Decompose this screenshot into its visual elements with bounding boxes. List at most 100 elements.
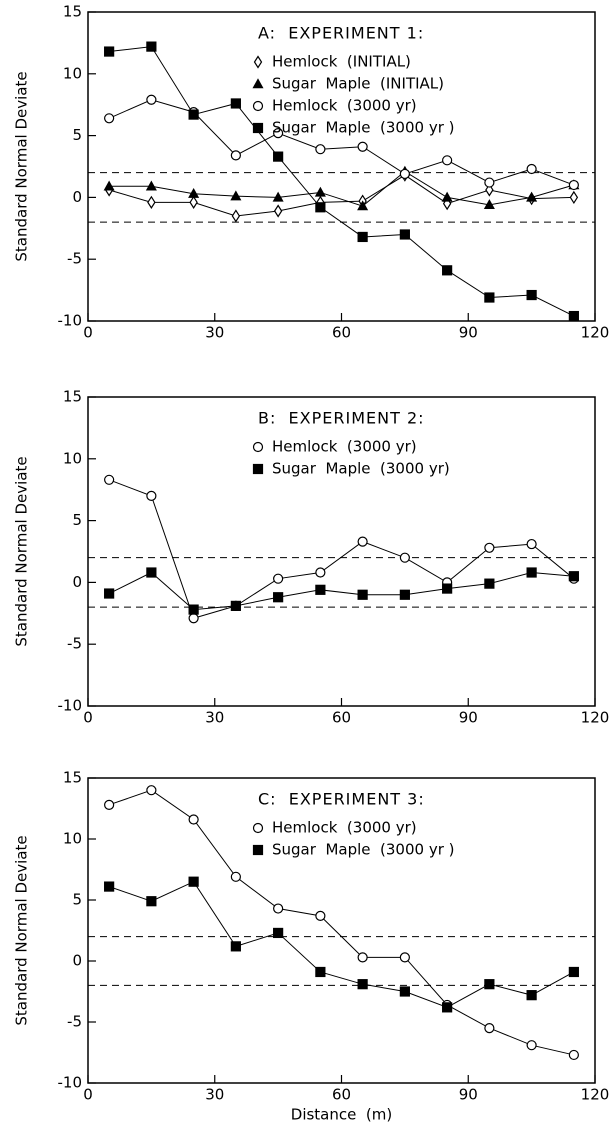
marker — [357, 979, 368, 990]
series-line — [108, 881, 575, 1008]
marker — [399, 552, 410, 563]
marker — [188, 109, 199, 120]
legend-label: Hemlock (3000 yr) — [272, 438, 417, 456]
marker — [315, 584, 326, 595]
y-tick-label: 0 — [72, 952, 82, 970]
marker — [568, 179, 579, 191]
y-tick-label: 5 — [72, 126, 82, 144]
series-line — [108, 571, 574, 611]
legend-label: Sugar Maple (3000 yr ) — [272, 841, 455, 859]
x-tick-label: 30 — [205, 1086, 224, 1104]
marker — [273, 204, 283, 218]
marker — [230, 600, 241, 611]
marker — [314, 186, 326, 197]
marker — [399, 229, 410, 240]
y-tick-label: 15 — [63, 769, 82, 787]
x-tick-label: 90 — [459, 324, 478, 342]
marker — [272, 191, 284, 202]
marker — [357, 952, 368, 963]
marker — [526, 163, 537, 175]
series-line — [108, 789, 574, 1056]
legend-marker — [252, 844, 264, 856]
marker — [526, 538, 537, 550]
legend-marker — [252, 441, 264, 453]
marker — [188, 604, 199, 615]
x-axis-label: Distance (m) — [291, 1106, 392, 1124]
y-tick-label: -10 — [58, 312, 83, 330]
marker — [104, 474, 115, 485]
y-tick-label: 15 — [63, 3, 82, 21]
marker — [442, 1002, 453, 1013]
marker — [441, 191, 453, 202]
marker — [146, 896, 157, 907]
marker — [146, 567, 157, 578]
marker — [526, 1040, 537, 1051]
legend-label: Sugar Maple (INITIAL) — [272, 75, 444, 93]
y-axis-label: Standard Normal Deviate — [13, 71, 31, 261]
marker — [146, 94, 157, 105]
marker — [568, 571, 579, 582]
marker — [188, 187, 200, 198]
series-line — [109, 170, 575, 207]
marker — [230, 98, 241, 109]
x-tick-label: 0 — [83, 1086, 93, 1104]
marker — [315, 144, 326, 155]
marker — [442, 265, 453, 276]
legend-marker — [252, 122, 264, 134]
legend-marker — [252, 463, 264, 475]
y-tick-label: 5 — [72, 511, 82, 529]
marker — [315, 202, 326, 213]
x-tick-label: 0 — [83, 324, 93, 342]
marker — [357, 200, 369, 211]
marker — [442, 583, 453, 594]
y-tick-label: 10 — [63, 64, 82, 82]
y-tick-label: -10 — [58, 1074, 83, 1092]
x-tick-label: 120 — [581, 1086, 609, 1104]
marker — [568, 966, 579, 978]
marker — [146, 785, 157, 796]
legend-label: Sugar Maple (3000 yr) — [272, 460, 450, 478]
x-tick-label: 120 — [581, 324, 609, 342]
marker — [357, 536, 368, 547]
x-tick-label: 30 — [205, 709, 224, 727]
legend-marker — [252, 100, 264, 112]
marker — [188, 814, 199, 825]
marker — [145, 180, 157, 191]
marker — [484, 292, 495, 303]
series-line — [108, 479, 575, 619]
marker — [315, 567, 326, 578]
marker — [315, 910, 326, 921]
marker — [357, 589, 368, 600]
y-tick-label: -5 — [67, 635, 82, 653]
marker — [273, 903, 284, 914]
y-tick-label: 10 — [63, 449, 82, 467]
legend-label: Sugar Maple (3000 yr ) — [272, 119, 455, 137]
marker — [230, 941, 241, 952]
legend-marker — [252, 822, 264, 834]
marker — [399, 168, 410, 180]
marker — [399, 952, 410, 963]
marker — [526, 990, 537, 1001]
marker — [484, 578, 495, 589]
marker — [230, 150, 241, 161]
marker — [568, 310, 579, 322]
legend-marker — [253, 55, 263, 69]
marker — [484, 177, 495, 188]
legend-label: Hemlock (3000 yr) — [272, 819, 417, 837]
marker — [273, 128, 284, 139]
marker — [526, 289, 537, 301]
marker — [526, 567, 537, 578]
marker — [484, 979, 495, 990]
chart-title: A: EXPERIMENT 1: — [258, 24, 424, 43]
x-tick-label: 90 — [459, 1086, 478, 1104]
marker — [231, 209, 241, 223]
y-axis-label: Standard Normal Deviate — [13, 456, 31, 646]
y-tick-label: 5 — [72, 891, 82, 909]
marker — [399, 986, 410, 997]
y-axis-label: Standard Normal Deviate — [13, 835, 31, 1025]
marker — [315, 966, 326, 978]
marker — [188, 613, 199, 624]
marker — [104, 799, 115, 810]
marker — [273, 151, 284, 162]
x-tick-label: 60 — [332, 1086, 351, 1104]
